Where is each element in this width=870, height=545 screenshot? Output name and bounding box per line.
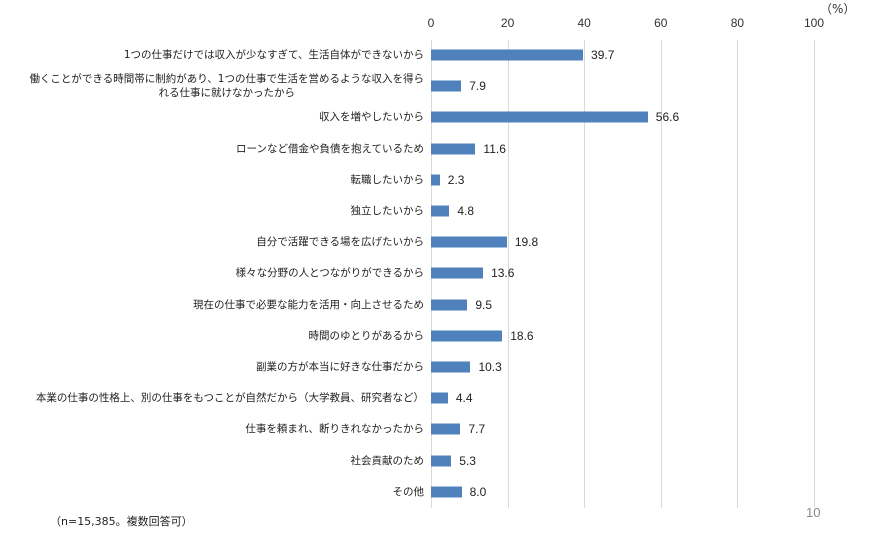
x-tick-label: 60 [654,16,668,30]
category-label: 収入を増やしたいから [319,110,424,124]
value-label: 8.0 [469,484,487,499]
sample-note: （n=15,385。複数回答可） [50,515,193,528]
bar [431,267,484,279]
category-label: 仕事を頼まれ、断りきれなかったから [245,422,424,436]
category-label-line: 様々な分野の人とつながりができるから [235,267,424,280]
bar-row: 本業の仕事の性格上、別の仕事をもつことが自然だから（大学教員、研究者など） 4.4 [0,383,870,413]
value-label: 4.8 [457,204,475,218]
gridline [737,40,738,508]
bar-row: 時間のゆとりがあるから 18.6 [0,321,870,351]
value-label: 56.6 [655,110,680,125]
category-label-line: 仕事を頼まれ、断りきれなかったから [245,423,424,436]
category-label-line: 自分で活躍できる場を広げたいから [256,236,424,249]
value-label: 10.3 [478,360,502,374]
bar [431,455,452,467]
value-label: 4.4 [455,391,473,406]
category-label: その他 [393,485,425,499]
value-label: 7.7 [468,422,486,437]
bar [431,205,450,217]
bar-row: ローンなど借金や負債を抱えているため 11.6 [0,134,870,164]
x-tick-label: 0 [427,16,435,30]
bar [431,174,440,186]
value-label: 19.8 [514,235,539,250]
bar-row: 転職したいから 2.3 [0,165,870,195]
value-label: 9.5 [475,297,493,312]
category-label: 副業の方が本当に好きな仕事だから [256,360,424,374]
category-label-line: 現在の仕事で必要な能力を活用・向上させるため [193,298,424,311]
bar-row: 自分で活躍できる場を広げたいから 19.8 [0,227,870,257]
category-label-line: ローンなど借金や負債を抱えているため [236,142,424,155]
category-label: 様々な分野の人とつながりができるから [236,266,424,280]
x-tick-label: 80 [730,16,745,30]
category-label: 働くことができる時間帯に制約があり、1つの仕事で生活を営めるような収入を得ら れる… [29,72,424,100]
value-label: 5.3 [459,453,476,468]
category-label-line: 社会貢献のため [350,454,425,467]
bar-row: 社会貢献のため 5.3 [0,446,870,476]
gridline [508,40,509,508]
bar [431,111,648,123]
category-label-line: 働くことができる時間帯に制約があり、1つの仕事で生活を営めるような収入を得ら [29,73,424,86]
value-label: 11.6 [483,141,506,156]
category-label-line: 転職したいから [350,173,425,186]
bar [431,49,584,61]
bar-row: 仕事を頼まれ、断りきれなかったから 7.7 [0,414,870,444]
category-label-line: 1つの仕事だけでは収入が少なすぎて、生活自体ができないから [123,49,424,61]
category-label-line: その他 [392,485,425,498]
category-label-line: 独立したいから [350,205,425,217]
category-label-line: 本業の仕事の性格上、別の仕事をもつことが自然だから（大学教員、研究者など） [35,392,424,405]
category-label: 時間のゆとりがあるから [309,329,425,343]
bar-row: 副業の方が本当に好きな仕事だから 10.3 [0,352,870,382]
value-label: 13.6 [491,266,515,281]
bar [431,486,462,498]
bar [431,392,448,404]
bar [431,423,461,435]
category-label-line: 収入を増やしたいから [319,111,424,124]
x-tick-label: 100 [803,16,825,30]
x-tick-label: 40 [577,16,591,30]
category-label-line: れる仕事に就けなかったから [158,87,295,100]
bar [431,299,468,311]
bar [431,143,476,155]
value-label: 18.6 [510,328,534,343]
bar [431,330,503,342]
bar-row: 1つの仕事だけでは収入が少なすぎて、生活自体ができないから 39.7 [0,40,870,70]
category-label: 1つの仕事だけでは収入が少なすぎて、生活自体ができないから [124,48,424,62]
gridline [661,40,662,508]
value-label: 2.3 [447,172,465,187]
gridline [584,40,585,508]
category-label: 本業の仕事の性格上、別の仕事をもつことが自然だから（大学教員、研究者など） [36,391,424,405]
bar [431,236,507,248]
value-label: 39.7 [591,48,615,62]
category-label: 転職したいから [351,173,425,187]
bar-row: その他 8.0 [0,477,870,507]
bar-row: 収入を増やしたいから 56.6 [0,102,870,132]
bar-row: 働くことができる時間帯に制約があり、1つの仕事で生活を営めるような収入を得ら れる… [0,71,870,101]
bar-row: 現在の仕事で必要な能力を活用・向上させるため 9.5 [0,290,870,320]
unit-label: （%） [820,2,856,16]
bar-row: 独立したいから 4.8 [0,196,870,226]
category-label: ローンなど借金や負債を抱えているため [236,142,424,156]
x-tick-label: 20 [500,16,515,30]
category-label: 社会貢献のため [351,454,425,468]
page-number: 10 [806,505,821,520]
gridline [814,40,815,508]
value-label: 7.9 [469,79,486,94]
category-label: 自分で活躍できる場を広げたいから [256,235,424,249]
category-label-line: 時間のゆとりがあるから [308,329,425,342]
bar [431,80,462,92]
category-label: 独立したいから [351,204,425,218]
category-label: 現在の仕事で必要な能力を活用・向上させるため [193,298,424,312]
bar-row: 様々な分野の人とつながりができるから 13.6 [0,258,870,288]
category-label-line: 副業の方が本当に好きな仕事だから [256,361,424,373]
bar [431,361,471,373]
